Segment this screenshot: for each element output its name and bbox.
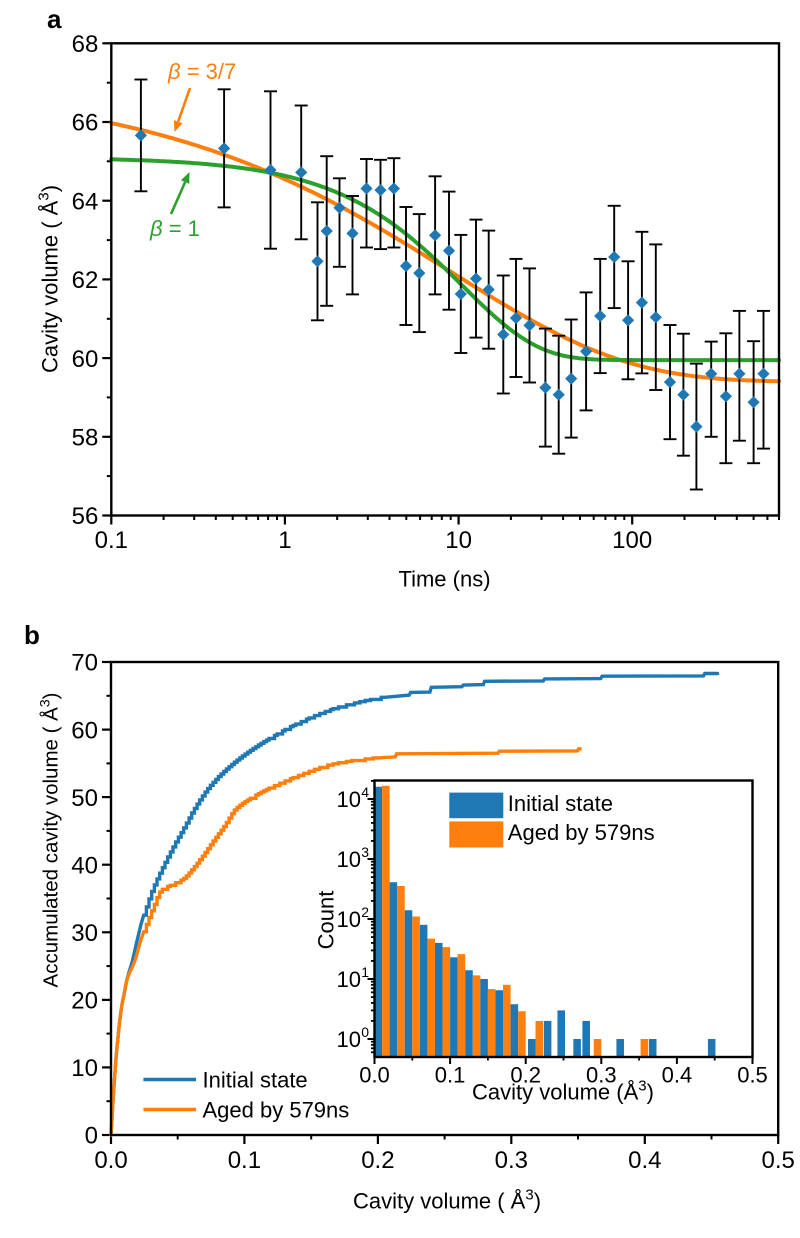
svg-text:Cavity volume (Å3): Cavity volume (Å3)	[472, 1078, 654, 1105]
svg-text:62: 62	[72, 267, 99, 294]
svg-text:10: 10	[337, 967, 361, 992]
svg-text:10: 10	[337, 787, 361, 812]
svg-text:0: 0	[361, 1024, 369, 1040]
svg-text:0.1: 0.1	[435, 1063, 466, 1088]
svg-text:60: 60	[72, 346, 99, 373]
svg-text:66: 66	[72, 110, 99, 137]
svg-text:b: b	[24, 620, 40, 650]
svg-text:0.3: 0.3	[586, 1063, 617, 1088]
svg-text:0.4: 0.4	[628, 1147, 661, 1174]
svg-text:10: 10	[445, 527, 472, 554]
svg-text:64: 64	[72, 188, 99, 215]
svg-text:0.0: 0.0	[359, 1063, 390, 1088]
svg-text:2: 2	[361, 904, 369, 920]
svg-text:1: 1	[278, 527, 291, 554]
svg-text:Count: Count	[314, 891, 339, 950]
svg-text:0.4: 0.4	[662, 1063, 693, 1088]
svg-text:Initial state: Initial state	[508, 791, 613, 816]
svg-text:Time (ns): Time (ns)	[398, 567, 490, 592]
svg-text:58: 58	[72, 425, 99, 452]
svg-text:a: a	[47, 4, 62, 34]
svg-text:60: 60	[71, 717, 98, 744]
svg-text:1: 1	[361, 964, 369, 980]
svg-text:0.2: 0.2	[361, 1147, 394, 1174]
svg-text:Aged by 579ns: Aged by 579ns	[508, 820, 655, 845]
svg-text:Accumulated cavity volume ( Å3: Accumulated cavity volume ( Å3)	[37, 693, 63, 988]
svg-text:100: 100	[612, 527, 652, 554]
svg-text:56: 56	[72, 503, 99, 530]
svg-text:0.1: 0.1	[95, 527, 128, 554]
svg-text:10: 10	[337, 907, 361, 932]
svg-text:10: 10	[71, 1055, 98, 1082]
svg-text:0.1: 0.1	[228, 1147, 261, 1174]
svg-text:0.5: 0.5	[737, 1063, 768, 1088]
svg-text:70: 70	[71, 650, 98, 677]
svg-text:0.5: 0.5	[762, 1147, 795, 1174]
svg-text:30: 30	[71, 920, 98, 947]
svg-text:0: 0	[85, 1123, 98, 1150]
svg-text:40: 40	[71, 852, 98, 879]
svg-text:50: 50	[71, 785, 98, 812]
svg-text:Cavity volume ( Å3): Cavity volume ( Å3)	[36, 185, 63, 373]
svg-text:β = 3/7: β = 3/7	[167, 59, 236, 84]
svg-text:β = 1: β = 1	[149, 216, 200, 241]
svg-text:Cavity volume ( Å3): Cavity volume ( Å3)	[353, 1187, 541, 1214]
svg-text:Aged by 579ns: Aged by 579ns	[203, 1098, 350, 1123]
svg-text:10: 10	[337, 1027, 361, 1052]
svg-text:20: 20	[71, 988, 98, 1015]
svg-text:0.0: 0.0	[94, 1147, 127, 1174]
svg-text:4: 4	[361, 784, 369, 800]
svg-text:68: 68	[72, 31, 99, 58]
svg-text:3: 3	[361, 844, 369, 860]
svg-text:Initial state: Initial state	[203, 1068, 308, 1093]
svg-text:0.3: 0.3	[495, 1147, 528, 1174]
svg-text:10: 10	[337, 847, 361, 872]
svg-text:0.2: 0.2	[510, 1063, 541, 1088]
